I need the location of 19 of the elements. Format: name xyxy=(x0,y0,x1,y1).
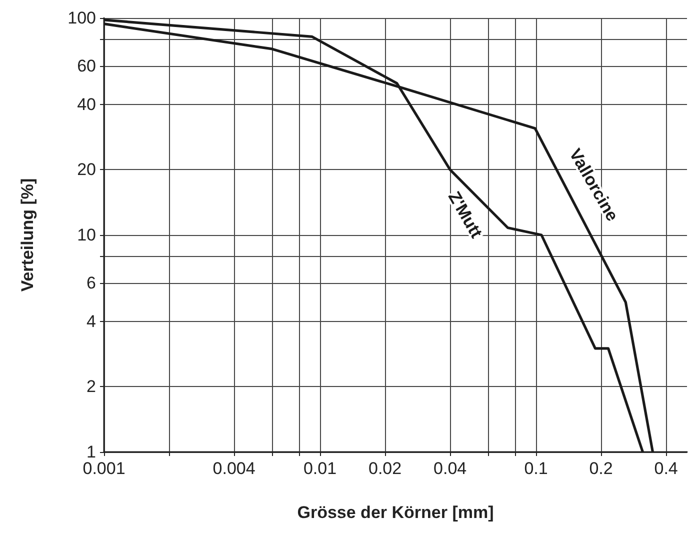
y-tick-label: 4 xyxy=(86,312,96,331)
y-tick-label: 100 xyxy=(68,8,96,28)
x-tick-label: 0.04 xyxy=(434,459,467,478)
y-tick-label: 2 xyxy=(86,377,96,396)
y-axis-title: Verteilung [%] xyxy=(18,178,37,292)
y-tick-label: 60 xyxy=(77,56,96,76)
x-tick-label: 0.02 xyxy=(368,459,402,478)
y-tick-label: 20 xyxy=(77,160,96,180)
x-tick-label: 0.4 xyxy=(654,459,678,478)
y-tick-label: 10 xyxy=(77,226,96,244)
x-tick-label: 0.001 xyxy=(82,459,126,478)
y-tick-label: 6 xyxy=(86,274,96,293)
x-tick-label: 0.2 xyxy=(589,459,613,478)
x-tick-label: 0.1 xyxy=(524,459,548,478)
y-tick-label: 1 xyxy=(86,442,96,462)
y-tick-label: 40 xyxy=(77,94,96,114)
x-tick-label: 0.004 xyxy=(212,459,256,478)
x-axis-title: Grösse der Körner [mm] xyxy=(297,503,494,522)
x-tick-label: 0.01 xyxy=(303,459,337,478)
